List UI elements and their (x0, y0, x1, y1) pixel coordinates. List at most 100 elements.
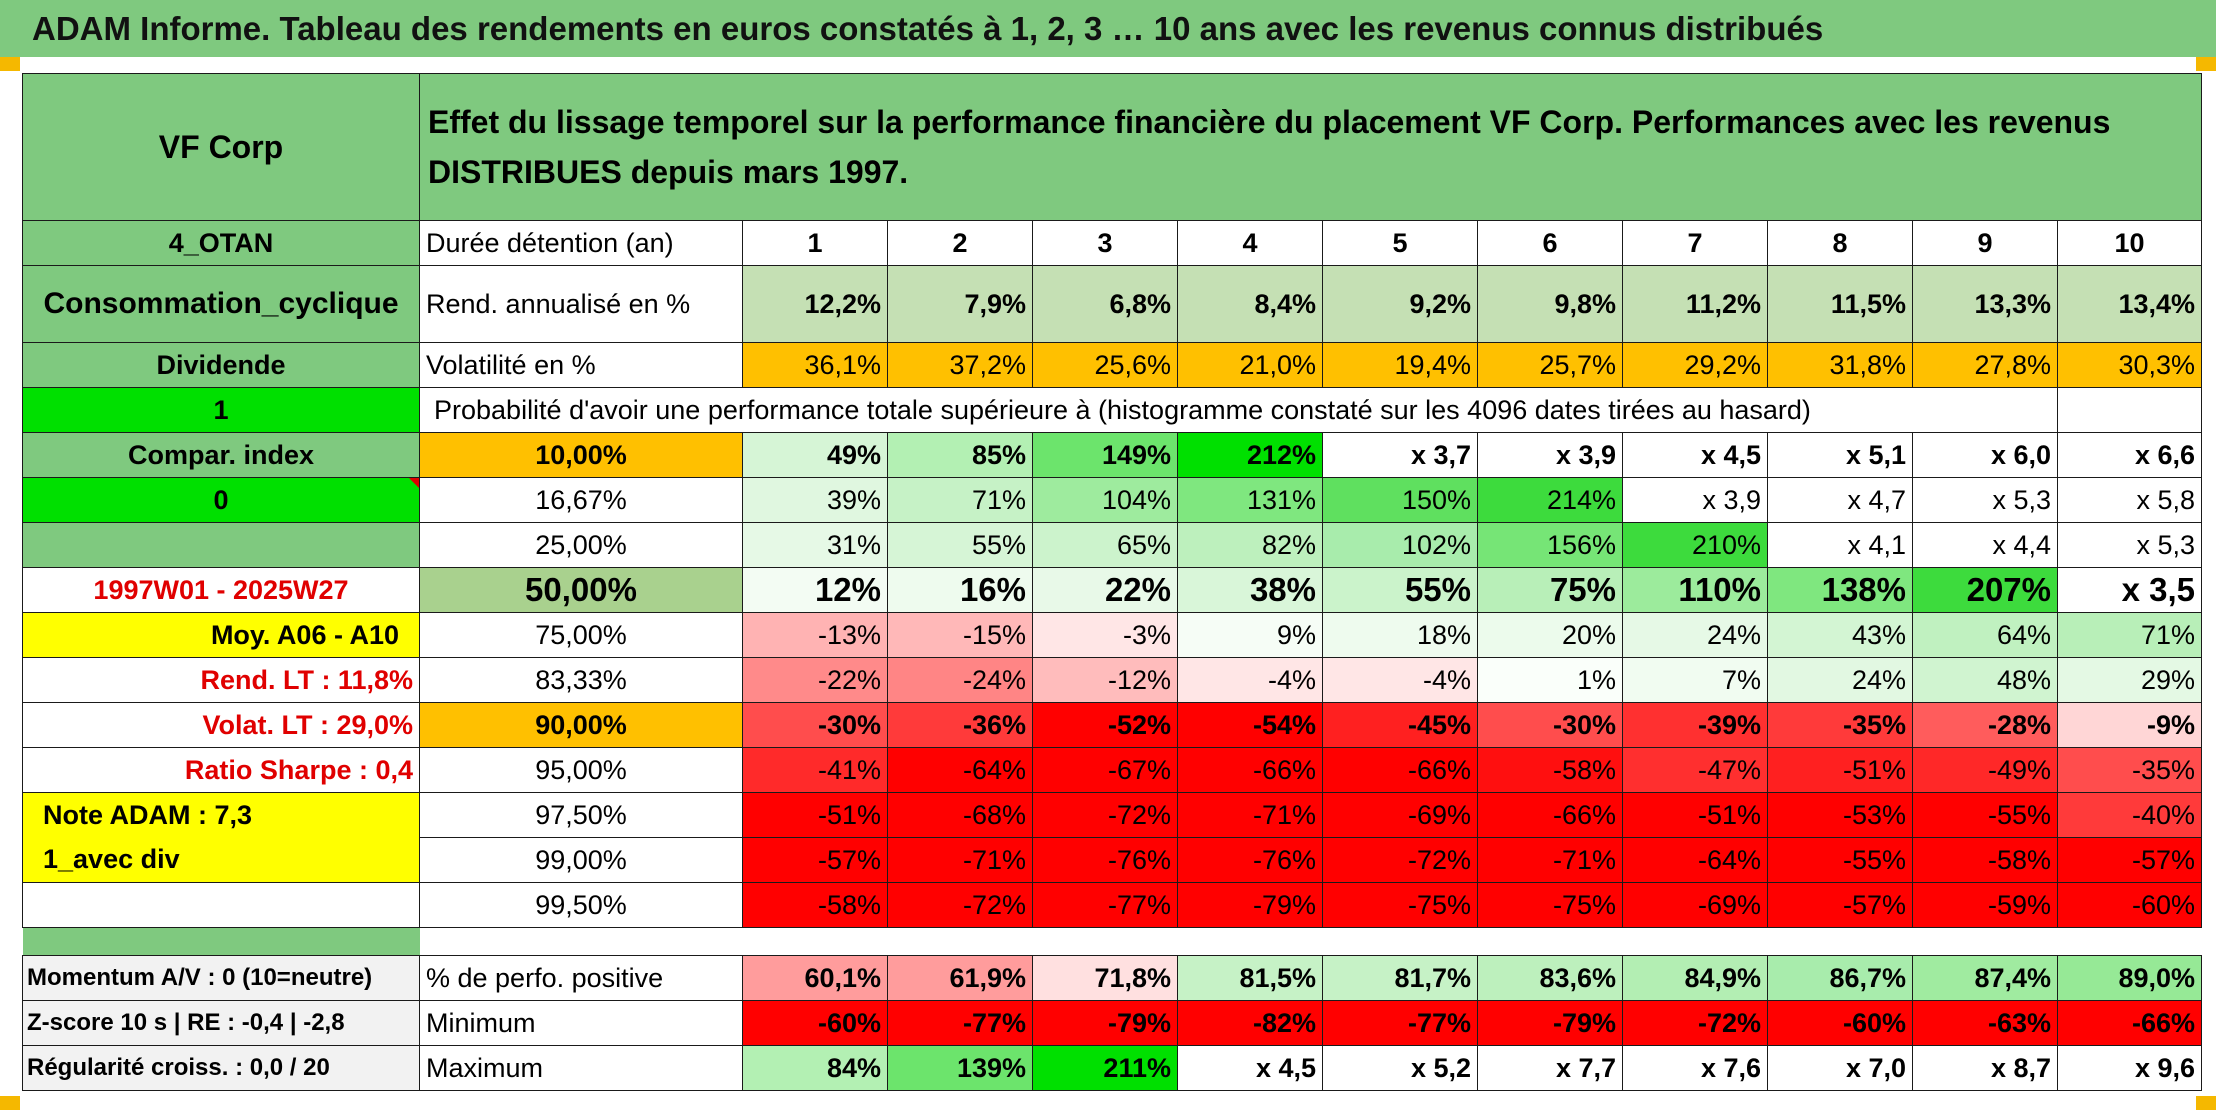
summary-cell: 84,9% (1622, 955, 1768, 1001)
separator-cell (420, 928, 2202, 956)
probability-cell: -71% (1177, 792, 1323, 838)
summary-cell: 83,6% (1477, 955, 1623, 1001)
probability-cell: 102% (1322, 522, 1478, 568)
probability-cell: 212% (1177, 432, 1323, 478)
summary-cell: -72% (1622, 1000, 1768, 1046)
corner-marker (0, 1096, 20, 1110)
probability-cell: -52% (1032, 702, 1178, 748)
probability-cell: x 3,5 (2057, 567, 2202, 613)
probability-cell: x 4,7 (1767, 477, 1913, 523)
probability-cell: 24% (1622, 612, 1768, 658)
summary-cell: -60% (1767, 1000, 1913, 1046)
year-header: 3 (1032, 220, 1178, 266)
probability-cell: -57% (742, 837, 888, 883)
probability-cell: -51% (1622, 792, 1768, 838)
year-header: 5 (1322, 220, 1478, 266)
empty-cell (22, 882, 420, 928)
probability-cell: x 3,7 (1322, 432, 1478, 478)
probability-label: Probabilité d'avoir une performance tota… (419, 387, 1913, 433)
probability-cell: 43% (1767, 612, 1913, 658)
probability-cell: -4% (1322, 657, 1478, 703)
rend-cell: 7,9% (887, 265, 1033, 343)
probability-cell: -41% (742, 747, 888, 793)
summary-cell: -63% (1912, 1000, 2058, 1046)
summary-cell: 89,0% (2057, 955, 2202, 1001)
report-title: ADAM Informe. Tableau des rendements en … (0, 0, 2216, 57)
summary-cell: -77% (1322, 1000, 1478, 1046)
probability-cell: -66% (1322, 747, 1478, 793)
moy-label: Moy. A06 - A10 (22, 612, 420, 658)
probability-threshold: 90,00% (419, 702, 743, 748)
performance-table: VF Corp Effet du lissage temporel sur la… (22, 73, 2202, 1091)
vol-cell: 36,1% (742, 342, 888, 388)
avec-div-label: 1_avec div (22, 837, 420, 883)
probability-cell: -57% (2057, 837, 2202, 883)
probability-cell: x 4,5 (1622, 432, 1768, 478)
probability-cell: -64% (1622, 837, 1768, 883)
summary-cell: 81,5% (1177, 955, 1323, 1001)
sharpe-label: Ratio Sharpe : 0,4 (22, 747, 420, 793)
probability-cell: -36% (887, 702, 1033, 748)
probability-cell: -47% (1622, 747, 1768, 793)
probability-cell: -77% (1032, 882, 1178, 928)
probability-cell: 156% (1477, 522, 1623, 568)
probability-cell: 138% (1767, 567, 1913, 613)
probability-cell: -58% (742, 882, 888, 928)
probability-cell: 31% (742, 522, 888, 568)
probability-cell: -13% (742, 612, 888, 658)
probability-cell: 55% (1322, 567, 1478, 613)
dividend-label: Dividende (22, 342, 420, 388)
probability-cell: -75% (1322, 882, 1478, 928)
probability-cell: -54% (1177, 702, 1323, 748)
probability-cell: -68% (887, 792, 1033, 838)
probability-threshold: 95,00% (419, 747, 743, 793)
probability-cell: x 6,0 (1912, 432, 2058, 478)
probability-threshold: 16,67% (419, 477, 743, 523)
summary-row-label: Maximum (419, 1045, 743, 1091)
summary-side-label: Momentum A/V : 0 (10=neutre) (22, 955, 420, 1001)
summary-cell: 211% (1032, 1045, 1178, 1091)
probability-cell: 214% (1477, 477, 1623, 523)
probability-cell: -79% (1177, 882, 1323, 928)
probability-cell: -39% (1622, 702, 1768, 748)
summary-cell: x 5,2 (1322, 1045, 1478, 1091)
probability-cell: -35% (1767, 702, 1913, 748)
vol-cell: 29,2% (1622, 342, 1768, 388)
probability-cell: -66% (1177, 747, 1323, 793)
probability-cell: -55% (1912, 792, 2058, 838)
probability-cell: 39% (742, 477, 888, 523)
year-header: 1 (742, 220, 888, 266)
year-header: 2 (887, 220, 1033, 266)
probability-cell: -76% (1032, 837, 1178, 883)
summary-cell: 84% (742, 1045, 888, 1091)
probability-cell: -72% (887, 882, 1033, 928)
vol-label: Volatilité en % (419, 342, 743, 388)
probability-cell: -53% (1767, 792, 1913, 838)
probability-cell: -15% (887, 612, 1033, 658)
volat-lt-label: Volat. LT : 29,0% (22, 702, 420, 748)
summary-cell: 87,4% (1912, 955, 2058, 1001)
probability-cell: -55% (1767, 837, 1913, 883)
probability-threshold: 99,50% (419, 882, 743, 928)
probability-cell: 22% (1032, 567, 1178, 613)
probability-cell: -58% (1912, 837, 2058, 883)
probability-threshold: 97,50% (419, 792, 743, 838)
probability-cell: x 5,1 (1767, 432, 1913, 478)
probability-cell: -51% (742, 792, 888, 838)
corner-marker (0, 57, 20, 71)
vol-cell: 25,7% (1477, 342, 1623, 388)
probability-cell: -72% (1032, 792, 1178, 838)
probability-cell: 24% (1767, 657, 1913, 703)
probability-cell: 55% (887, 522, 1033, 568)
empty-cell (2057, 387, 2202, 433)
summary-cell: x 4,5 (1177, 1045, 1323, 1091)
probability-cell: -57% (1767, 882, 1913, 928)
summary-row-label: % de perfo. positive (419, 955, 743, 1001)
probability-cell: -4% (1177, 657, 1323, 703)
probability-cell: -66% (1477, 792, 1623, 838)
probability-cell: 71% (887, 477, 1033, 523)
probability-threshold: 10,00% (419, 432, 743, 478)
summary-cell: -66% (2057, 1000, 2202, 1046)
year-header: 7 (1622, 220, 1768, 266)
probability-cell: -69% (1622, 882, 1768, 928)
